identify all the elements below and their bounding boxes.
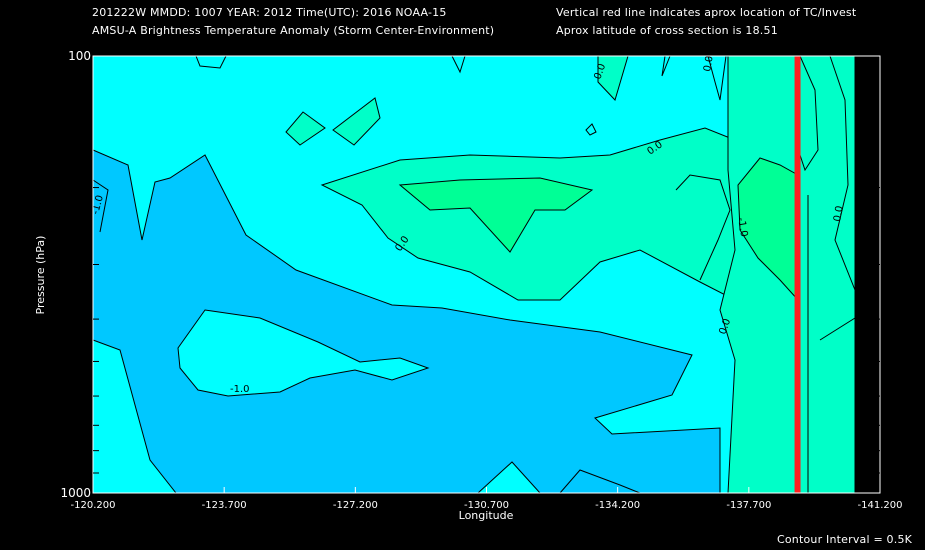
contour-label: -1.0 — [90, 194, 106, 216]
anomaly-island-b — [332, 97, 381, 146]
y-tick-label: 1000 — [60, 486, 91, 500]
anomaly-island-a — [285, 111, 326, 146]
contour-line — [829, 55, 856, 291]
contour-label: 0.0 — [592, 62, 608, 81]
storm-line-note: Vertical red line indicates aprox locati… — [556, 6, 857, 19]
y-axis-title: Pressure (hPa) — [34, 236, 47, 315]
title-line-2: AMSU-A Brightness Temperature Anomaly (S… — [92, 24, 495, 37]
anomaly-core-upper — [398, 177, 594, 253]
contour-interval-note: Contour Interval = 0.5K — [777, 533, 913, 546]
contour-line — [92, 179, 109, 233]
x-tick-label: -137.700 — [726, 500, 771, 511]
x-tick-label: -127.200 — [333, 500, 378, 511]
contour-line — [451, 55, 466, 74]
x-tick-label: -141.200 — [858, 500, 903, 511]
contour-line — [559, 469, 641, 494]
contour-label: 0.0 — [702, 55, 716, 73]
y-tick-label: 100 — [68, 49, 91, 63]
contour-line — [661, 55, 671, 77]
contour-line — [585, 123, 597, 136]
x-tick-label: -120.200 — [71, 500, 116, 511]
contour-label: 0.0 — [717, 317, 733, 336]
contour-line — [799, 55, 819, 172]
x-axis: -120.200 -123.700 -127.200 -130.700 -134.200… — [71, 487, 903, 511]
contour-line — [195, 55, 227, 69]
no-data-strip — [855, 56, 880, 493]
contour-line — [707, 55, 727, 101]
contour-label: -1.0 — [735, 217, 749, 238]
x-axis-title: Longitude — [459, 509, 514, 522]
x-tick-label: -130.700 — [464, 500, 509, 511]
anomaly-core-right — [737, 157, 799, 302]
y-axis: 100 1000 — [60, 49, 880, 500]
x-tick-label: -123.700 — [202, 500, 247, 511]
x-tick-label: -134.200 — [595, 500, 640, 511]
contour-label: 0.0 — [832, 205, 846, 223]
contour-line — [819, 317, 856, 341]
cross-section-latitude: Aprox latitude of cross section is 18.51 — [556, 24, 778, 37]
title-line-1: 201222W MMDD: 1007 YEAR: 2012 Time(UTC):… — [92, 6, 447, 19]
contour-label: -1.0 — [230, 384, 250, 395]
anomaly-pocket — [177, 309, 430, 397]
contour-line — [675, 174, 731, 281]
